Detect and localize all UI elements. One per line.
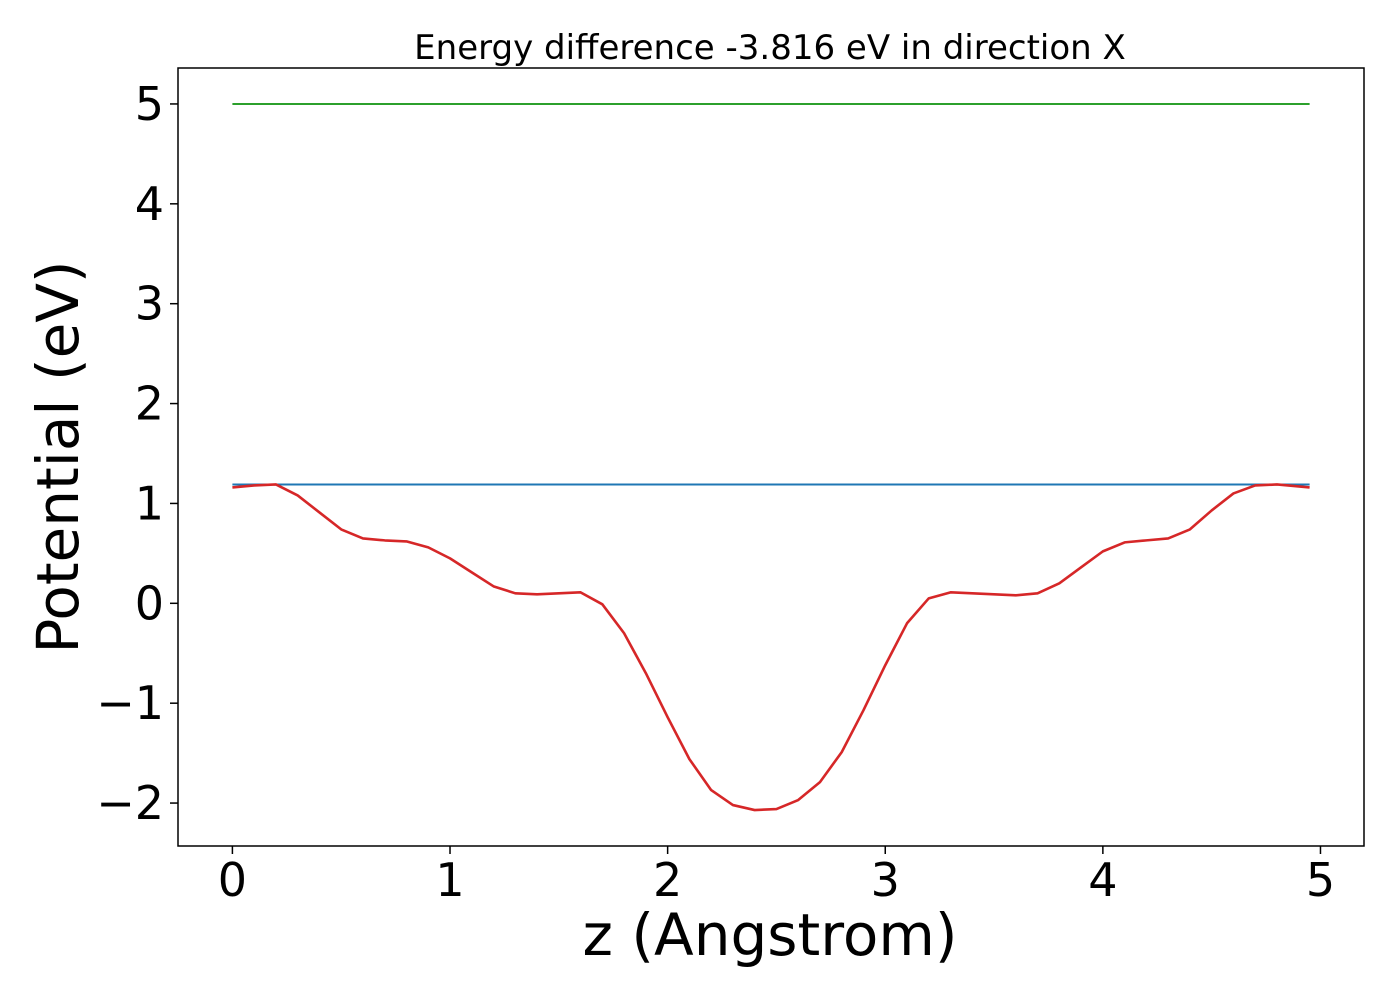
x-tick-label: 5 bbox=[1306, 853, 1335, 907]
y-tick-label: 0 bbox=[135, 576, 164, 630]
y-tick-label: 3 bbox=[135, 277, 164, 331]
series-line-2 bbox=[232, 483, 1310, 812]
x-tick-label: 4 bbox=[1088, 853, 1117, 907]
x-tick-label: 2 bbox=[653, 853, 682, 907]
series-layer bbox=[232, 102, 1310, 812]
x-tick-label: 0 bbox=[218, 853, 247, 907]
y-tick-label: 4 bbox=[135, 177, 164, 231]
y-tick-label: −1 bbox=[96, 676, 164, 730]
y-tick-label: 2 bbox=[135, 377, 164, 431]
x-axis-label: z (Angstrom) bbox=[583, 901, 958, 969]
chart-title: Energy difference -3.816 eV in direction… bbox=[414, 28, 1126, 68]
y-tick-label: −2 bbox=[96, 776, 164, 830]
y-tick-label: 1 bbox=[135, 476, 164, 530]
y-tick-label: 5 bbox=[135, 77, 164, 131]
y-axis-label: Potential (eV) bbox=[24, 260, 92, 653]
plot-frame bbox=[177, 67, 1365, 847]
ticks-layer: 0 1 2 3 4 5 −2 −1 0 1 2 3 4 5 bbox=[96, 77, 1335, 907]
x-tick-label: 3 bbox=[871, 853, 900, 907]
x-tick-label: 1 bbox=[435, 853, 464, 907]
